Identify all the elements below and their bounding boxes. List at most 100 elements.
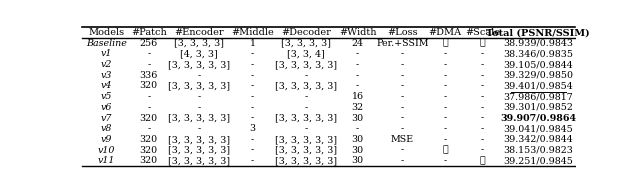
Text: 256: 256 xyxy=(140,39,158,48)
Text: -: - xyxy=(197,71,201,80)
Text: -: - xyxy=(481,146,484,155)
Text: -: - xyxy=(481,103,484,112)
Text: [3, 3, 3, 3, 3]: [3, 3, 3, 3, 3] xyxy=(275,146,337,155)
Text: v9: v9 xyxy=(100,135,112,144)
Text: 30: 30 xyxy=(351,135,364,144)
Text: -: - xyxy=(197,92,201,101)
Text: [3, 3, 3, 3, 3]: [3, 3, 3, 3, 3] xyxy=(275,135,337,144)
Text: -: - xyxy=(401,92,404,101)
Text: -: - xyxy=(197,103,201,112)
Text: [3, 3, 3, 3, 3]: [3, 3, 3, 3, 3] xyxy=(168,135,230,144)
Text: -: - xyxy=(147,49,150,58)
Text: #Decoder: #Decoder xyxy=(281,28,331,37)
Text: -: - xyxy=(481,92,484,101)
Text: -: - xyxy=(444,71,447,80)
Text: 39.907/0.9864: 39.907/0.9864 xyxy=(500,114,576,123)
Text: -: - xyxy=(251,71,254,80)
Text: -: - xyxy=(251,60,254,69)
Text: -: - xyxy=(147,60,150,69)
Text: [3, 3, 3, 3, 3]: [3, 3, 3, 3, 3] xyxy=(275,156,337,165)
Text: 39.041/0.9845: 39.041/0.9845 xyxy=(503,124,573,133)
Text: [3, 3, 3, 3]: [3, 3, 3, 3] xyxy=(174,39,224,48)
Text: -: - xyxy=(305,124,308,133)
Text: Per.+SSIM: Per.+SSIM xyxy=(376,39,429,48)
Text: 38.153/0.9823: 38.153/0.9823 xyxy=(503,146,573,155)
Text: v10: v10 xyxy=(97,146,115,155)
Text: -: - xyxy=(444,156,447,165)
Text: -: - xyxy=(401,156,404,165)
Text: 1: 1 xyxy=(250,39,255,48)
Text: 320: 320 xyxy=(140,82,158,90)
Text: -: - xyxy=(481,124,484,133)
Text: Total (PSNR/SSIM): Total (PSNR/SSIM) xyxy=(486,28,590,37)
Text: #Middle: #Middle xyxy=(231,28,274,37)
Text: 39.105/0.9844: 39.105/0.9844 xyxy=(503,60,573,69)
Text: [3, 3, 3, 3, 3]: [3, 3, 3, 3, 3] xyxy=(275,82,337,90)
Text: #Patch: #Patch xyxy=(131,28,166,37)
Text: -: - xyxy=(481,71,484,80)
Text: 336: 336 xyxy=(140,71,158,80)
Text: -: - xyxy=(401,60,404,69)
Text: -: - xyxy=(251,146,254,155)
Text: -: - xyxy=(444,92,447,101)
Text: -: - xyxy=(444,124,447,133)
Text: 16: 16 xyxy=(351,92,364,101)
Text: 39.329/0.9850: 39.329/0.9850 xyxy=(503,71,573,80)
Text: 320: 320 xyxy=(140,135,158,144)
Text: 30: 30 xyxy=(351,146,364,155)
Text: v7: v7 xyxy=(100,114,112,123)
Text: -: - xyxy=(444,135,447,144)
Text: 320: 320 xyxy=(140,156,158,165)
Text: -: - xyxy=(444,49,447,58)
Text: v4: v4 xyxy=(100,82,112,90)
Text: 39.301/0.9852: 39.301/0.9852 xyxy=(503,103,573,112)
Text: 39.342/0.9844: 39.342/0.9844 xyxy=(503,135,573,144)
Text: -: - xyxy=(356,71,359,80)
Text: -: - xyxy=(444,60,447,69)
Text: v11: v11 xyxy=(97,156,115,165)
Text: -: - xyxy=(305,103,308,112)
Text: -: - xyxy=(147,92,150,101)
Text: 39.401/0.9854: 39.401/0.9854 xyxy=(503,82,573,90)
Text: -: - xyxy=(401,114,404,123)
Text: -: - xyxy=(147,103,150,112)
Text: 30: 30 xyxy=(351,114,364,123)
Text: -: - xyxy=(444,114,447,123)
Text: #Loss: #Loss xyxy=(387,28,418,37)
Text: [3, 3, 3, 3, 3]: [3, 3, 3, 3, 3] xyxy=(275,60,337,69)
Text: Baseline: Baseline xyxy=(86,39,127,48)
Text: [4, 3, 3]: [4, 3, 3] xyxy=(180,49,218,58)
Text: 320: 320 xyxy=(140,146,158,155)
Text: 30: 30 xyxy=(351,156,364,165)
Text: -: - xyxy=(305,92,308,101)
Text: MSE: MSE xyxy=(391,135,414,144)
Text: v8: v8 xyxy=(100,124,112,133)
Text: v2: v2 xyxy=(100,60,112,69)
Text: -: - xyxy=(251,114,254,123)
Text: -: - xyxy=(481,135,484,144)
Text: -: - xyxy=(481,60,484,69)
Text: -: - xyxy=(305,71,308,80)
Text: -: - xyxy=(444,82,447,90)
Text: [3, 3, 3, 3, 3]: [3, 3, 3, 3, 3] xyxy=(168,60,230,69)
Text: -: - xyxy=(481,114,484,123)
Text: v6: v6 xyxy=(100,103,112,112)
Text: v1: v1 xyxy=(100,49,112,58)
Text: 24: 24 xyxy=(351,39,364,48)
Text: -: - xyxy=(481,49,484,58)
Text: -: - xyxy=(251,49,254,58)
Text: #DMA: #DMA xyxy=(429,28,462,37)
Text: -: - xyxy=(401,49,404,58)
Text: -: - xyxy=(401,124,404,133)
Text: #Scale: #Scale xyxy=(465,28,500,37)
Text: 37.986/0.9817: 37.986/0.9817 xyxy=(503,92,573,101)
Text: -: - xyxy=(401,146,404,155)
Text: [3, 3, 3, 3, 3]: [3, 3, 3, 3, 3] xyxy=(168,156,230,165)
Text: -: - xyxy=(401,103,404,112)
Text: [3, 3, 3, 3, 3]: [3, 3, 3, 3, 3] xyxy=(168,114,230,123)
Text: 3: 3 xyxy=(250,124,255,133)
Text: #Width: #Width xyxy=(339,28,376,37)
Text: -: - xyxy=(401,71,404,80)
Text: 39.251/0.9845: 39.251/0.9845 xyxy=(503,156,573,165)
Text: 320: 320 xyxy=(140,114,158,123)
